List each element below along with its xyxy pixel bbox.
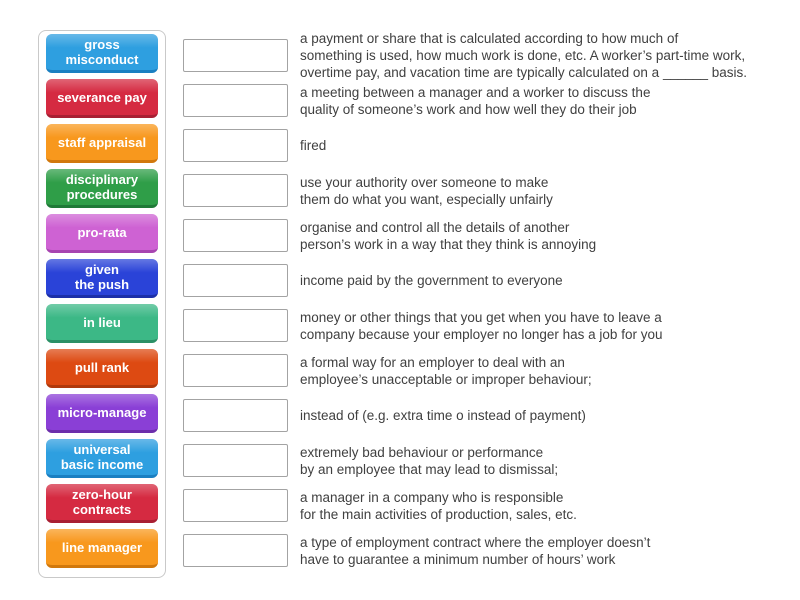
- terms-panel: gross misconduct severance pay staff app…: [38, 30, 166, 578]
- term-tile[interactable]: zero-hour contracts: [46, 484, 158, 523]
- definition-text: a type of employment contract where the …: [300, 534, 651, 567]
- term-label: pro-rata: [77, 224, 127, 240]
- definition-text: organise and control all the details of …: [300, 219, 597, 252]
- answer-slot[interactable]: [183, 354, 288, 387]
- term-tile[interactable]: given the push: [46, 259, 158, 298]
- match-row: a meeting between a manager and a worker…: [183, 78, 783, 123]
- term-tile[interactable]: in lieu: [46, 304, 158, 343]
- definition-text: income paid by the government to everyon…: [300, 273, 563, 288]
- term-tile[interactable]: disciplinary procedures: [46, 169, 158, 208]
- answer-slot[interactable]: [183, 174, 288, 207]
- answer-slot[interactable]: [183, 219, 288, 252]
- answer-slot[interactable]: [183, 444, 288, 477]
- term-tile[interactable]: universal basic income: [46, 439, 158, 478]
- match-row: fired: [183, 123, 783, 168]
- term-tile[interactable]: severance pay: [46, 79, 158, 118]
- definition-text: instead of (e.g. extra time o instead of…: [300, 408, 586, 423]
- match-row: extremely bad behaviour or performance b…: [183, 438, 783, 483]
- match-row: instead of (e.g. extra time o instead of…: [183, 393, 783, 438]
- term-label: universal basic income: [60, 442, 144, 472]
- term-tile[interactable]: micro-manage: [46, 394, 158, 433]
- definition-text: extremely bad behaviour or performance b…: [300, 444, 559, 477]
- definition-text: use your authority over someone to make …: [300, 174, 553, 207]
- answer-slot[interactable]: [183, 399, 288, 432]
- term-tile[interactable]: pro-rata: [46, 214, 158, 253]
- term-label: pull rank: [74, 359, 130, 375]
- answer-slot[interactable]: [183, 84, 288, 117]
- answer-slot[interactable]: [183, 489, 288, 522]
- match-row: use your authority over someone to make …: [183, 168, 783, 213]
- definition-text: fired: [300, 138, 327, 153]
- answer-slot[interactable]: [183, 129, 288, 162]
- definition-text: a formal way for an employer to deal wit…: [300, 354, 592, 387]
- term-label: given the push: [74, 262, 130, 292]
- term-label: line manager: [61, 539, 143, 555]
- term-label: zero-hour contracts: [72, 487, 132, 517]
- term-label: severance pay: [57, 89, 147, 105]
- match-row: a payment or share that is calculated ac…: [183, 31, 783, 80]
- answer-slot[interactable]: [183, 534, 288, 567]
- definition-text: money or other things that you get when …: [300, 309, 663, 342]
- match-row: income paid by the government to everyon…: [183, 258, 783, 303]
- match-row: a type of employment contract where the …: [183, 528, 783, 573]
- definition-text: a manager in a company who is responsibl…: [300, 489, 577, 522]
- answers-column: a payment or share that is calculated ac…: [183, 31, 783, 573]
- term-label: disciplinary procedures: [65, 172, 139, 202]
- term-label: in lieu: [83, 314, 121, 330]
- answer-slot[interactable]: [183, 264, 288, 297]
- term-label: gross misconduct: [65, 37, 139, 67]
- term-tile[interactable]: staff appraisal: [46, 124, 158, 163]
- answer-slot[interactable]: [183, 39, 288, 72]
- term-tile[interactable]: pull rank: [46, 349, 158, 388]
- term-tile[interactable]: gross misconduct: [46, 34, 158, 73]
- match-row: a formal way for an employer to deal wit…: [183, 348, 783, 393]
- match-row: organise and control all the details of …: [183, 213, 783, 258]
- term-tile[interactable]: line manager: [46, 529, 158, 568]
- match-row: a manager in a company who is responsibl…: [183, 483, 783, 528]
- definition-text: a payment or share that is calculated ac…: [300, 31, 748, 80]
- term-label: micro-manage: [57, 404, 147, 420]
- answer-slot[interactable]: [183, 309, 288, 342]
- match-row: money or other things that you get when …: [183, 303, 783, 348]
- term-label: staff appraisal: [57, 134, 147, 150]
- definition-text: a meeting between a manager and a worker…: [300, 84, 651, 117]
